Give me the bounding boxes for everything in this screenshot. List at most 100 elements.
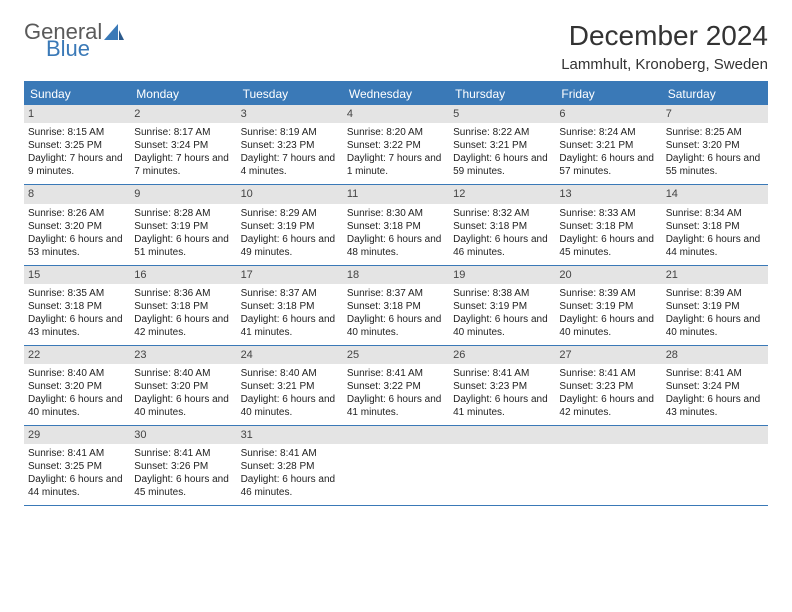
days-of-week-row: Sunday Monday Tuesday Wednesday Thursday…: [24, 83, 768, 105]
sunrise-text: Sunrise: 8:41 AM: [559, 367, 657, 380]
daylight-text: Daylight: 6 hours and 40 minutes.: [134, 393, 232, 419]
day-body: Sunrise: 8:15 AMSunset: 3:25 PMDaylight:…: [28, 126, 126, 178]
day-body: Sunrise: 8:25 AMSunset: 3:20 PMDaylight:…: [666, 126, 764, 178]
day-cell: 4Sunrise: 8:20 AMSunset: 3:22 PMDaylight…: [343, 105, 449, 184]
day-cell: 23Sunrise: 8:40 AMSunset: 3:20 PMDayligh…: [130, 346, 236, 425]
sunrise-text: Sunrise: 8:30 AM: [347, 207, 445, 220]
day-number: [555, 426, 661, 444]
sunset-text: Sunset: 3:25 PM: [28, 139, 126, 152]
sunset-text: Sunset: 3:21 PM: [241, 380, 339, 393]
day-body: Sunrise: 8:38 AMSunset: 3:19 PMDaylight:…: [453, 287, 551, 339]
day-number: 3: [237, 105, 343, 123]
day-cell: 2Sunrise: 8:17 AMSunset: 3:24 PMDaylight…: [130, 105, 236, 184]
day-number: 26: [449, 346, 555, 364]
sunset-text: Sunset: 3:25 PM: [28, 460, 126, 473]
day-body: Sunrise: 8:26 AMSunset: 3:20 PMDaylight:…: [28, 207, 126, 259]
daylight-text: Daylight: 6 hours and 59 minutes.: [453, 152, 551, 178]
day-number: 16: [130, 266, 236, 284]
sunrise-text: Sunrise: 8:41 AM: [28, 447, 126, 460]
day-cell: 27 Sunrise: 8:41 AMSunset: 3:23 PMDayligh…: [555, 346, 661, 425]
daylight-text: Daylight: 6 hours and 49 minutes.: [241, 233, 339, 259]
location-text: Lammhult, Kronoberg, Sweden: [561, 56, 768, 73]
day-number: 15: [24, 266, 130, 284]
sunrise-text: Sunrise: 8:15 AM: [28, 126, 126, 139]
sunset-text: Sunset: 3:19 PM: [559, 300, 657, 313]
day-number: 14: [662, 185, 768, 203]
sunrise-text: Sunrise: 8:41 AM: [347, 367, 445, 380]
dow-friday: Friday: [555, 83, 661, 105]
daylight-text: Daylight: 6 hours and 43 minutes.: [666, 393, 764, 419]
daylight-text: Daylight: 6 hours and 53 minutes.: [28, 233, 126, 259]
sunrise-text: Sunrise: 8:20 AM: [347, 126, 445, 139]
sunset-text: Sunset: 3:26 PM: [134, 460, 232, 473]
sunset-text: Sunset: 3:18 PM: [28, 300, 126, 313]
sunset-text: Sunset: 3:18 PM: [241, 300, 339, 313]
sunrise-text: Sunrise: 8:29 AM: [241, 207, 339, 220]
sunset-text: Sunset: 3:19 PM: [666, 300, 764, 313]
daylight-text: Daylight: 6 hours and 55 minutes.: [666, 152, 764, 178]
day-body: Sunrise: 8:41 AMSunset: 3:28 PMDaylight:…: [241, 447, 339, 499]
day-number: 27: [555, 346, 661, 364]
sunset-text: Sunset: 3:22 PM: [347, 139, 445, 152]
daylight-text: Daylight: 6 hours and 41 minutes.: [241, 313, 339, 339]
sunset-text: Sunset: 3:24 PM: [134, 139, 232, 152]
day-body: Sunrise: 8:30 AMSunset: 3:18 PMDaylight:…: [347, 207, 445, 259]
day-body: Sunrise: 8:29 AMSunset: 3:19 PMDaylight:…: [241, 207, 339, 259]
day-body: Sunrise: 8:32 AMSunset: 3:18 PMDaylight:…: [453, 207, 551, 259]
title-block: December 2024 Lammhult, Kronoberg, Swede…: [561, 20, 768, 73]
day-body: Sunrise: 8:33 AMSunset: 3:18 PMDaylight:…: [559, 207, 657, 259]
daylight-text: Daylight: 7 hours and 4 minutes.: [241, 152, 339, 178]
month-title: December 2024: [561, 20, 768, 52]
daylight-text: Daylight: 6 hours and 40 minutes.: [559, 313, 657, 339]
daylight-text: Daylight: 6 hours and 40 minutes.: [241, 393, 339, 419]
daylight-text: Daylight: 6 hours and 48 minutes.: [347, 233, 445, 259]
day-body: Sunrise: 8:41 AMSunset: 3:23 PMDaylight:…: [559, 367, 657, 419]
day-cell: 6Sunrise: 8:24 AMSunset: 3:21 PMDaylight…: [555, 105, 661, 184]
sunset-text: Sunset: 3:19 PM: [241, 220, 339, 233]
sunrise-text: Sunrise: 8:33 AM: [559, 207, 657, 220]
sunrise-text: Sunrise: 8:41 AM: [453, 367, 551, 380]
sunset-text: Sunset: 3:19 PM: [134, 220, 232, 233]
day-cell: 30Sunrise: 8:41 AMSunset: 3:26 PMDayligh…: [130, 426, 236, 505]
daylight-text: Daylight: 7 hours and 9 minutes.: [28, 152, 126, 178]
sunrise-text: Sunrise: 8:39 AM: [559, 287, 657, 300]
dow-saturday: Saturday: [662, 83, 768, 105]
week-row: 29Sunrise: 8:41 AMSunset: 3:25 PMDayligh…: [24, 426, 768, 506]
daylight-text: Daylight: 7 hours and 1 minute.: [347, 152, 445, 178]
sunrise-text: Sunrise: 8:34 AM: [666, 207, 764, 220]
sunset-text: Sunset: 3:18 PM: [666, 220, 764, 233]
day-body: Sunrise: 8:24 AMSunset: 3:21 PMDaylight:…: [559, 126, 657, 178]
day-number: [662, 426, 768, 444]
sunrise-text: Sunrise: 8:36 AM: [134, 287, 232, 300]
day-cell: 1Sunrise: 8:15 AMSunset: 3:25 PMDaylight…: [24, 105, 130, 184]
day-number: [343, 426, 449, 444]
daylight-text: Daylight: 6 hours and 40 minutes.: [28, 393, 126, 419]
sunset-text: Sunset: 3:18 PM: [134, 300, 232, 313]
dow-sunday: Sunday: [24, 83, 130, 105]
day-number: [449, 426, 555, 444]
day-number: 30: [130, 426, 236, 444]
daylight-text: Daylight: 6 hours and 46 minutes.: [241, 473, 339, 499]
daylight-text: Daylight: 6 hours and 57 minutes.: [559, 152, 657, 178]
daylight-text: Daylight: 6 hours and 40 minutes.: [453, 313, 551, 339]
day-body: Sunrise: 8:19 AMSunset: 3:23 PMDaylight:…: [241, 126, 339, 178]
day-number: 5: [449, 105, 555, 123]
day-cell: 14Sunrise: 8:34 AMSunset: 3:18 PMDayligh…: [662, 185, 768, 264]
calendar: Sunday Monday Tuesday Wednesday Thursday…: [24, 81, 768, 506]
logo: General Blue: [24, 20, 124, 60]
day-cell: 8Sunrise: 8:26 AMSunset: 3:20 PMDaylight…: [24, 185, 130, 264]
day-number: 31: [237, 426, 343, 444]
day-body: Sunrise: 8:37 AMSunset: 3:18 PMDaylight:…: [241, 287, 339, 339]
sunrise-text: Sunrise: 8:26 AM: [28, 207, 126, 220]
day-cell: [449, 426, 555, 505]
day-body: Sunrise: 8:40 AMSunset: 3:20 PMDaylight:…: [134, 367, 232, 419]
dow-monday: Monday: [130, 83, 236, 105]
day-cell: 25Sunrise: 8:41 AMSunset: 3:22 PMDayligh…: [343, 346, 449, 425]
daylight-text: Daylight: 6 hours and 45 minutes.: [134, 473, 232, 499]
daylight-text: Daylight: 6 hours and 43 minutes.: [28, 313, 126, 339]
day-body: Sunrise: 8:17 AMSunset: 3:24 PMDaylight:…: [134, 126, 232, 178]
sunrise-text: Sunrise: 8:37 AM: [347, 287, 445, 300]
day-cell: 20Sunrise: 8:39 AMSunset: 3:19 PMDayligh…: [555, 266, 661, 345]
header: General Blue December 2024 Lammhult, Kro…: [24, 20, 768, 73]
sunrise-text: Sunrise: 8:17 AM: [134, 126, 232, 139]
